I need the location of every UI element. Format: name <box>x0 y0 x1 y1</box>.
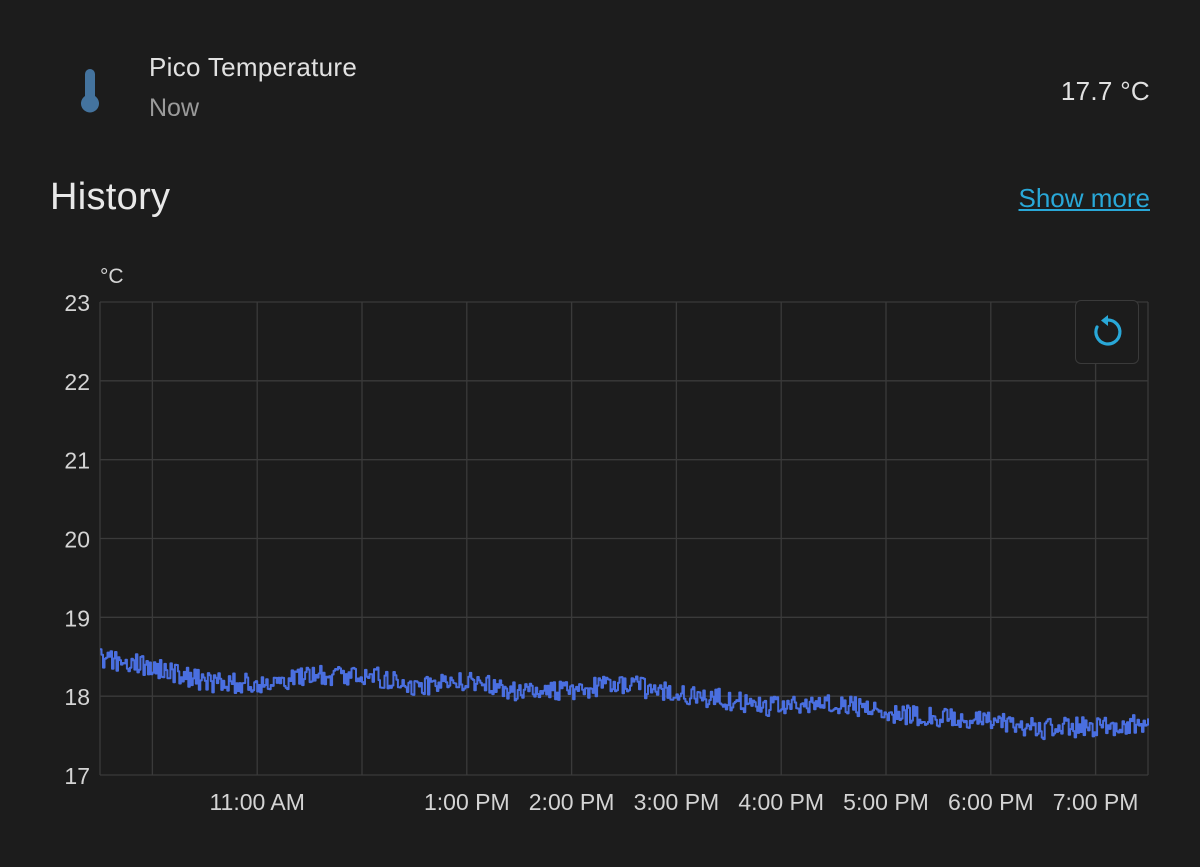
reset-icon <box>1094 315 1122 346</box>
x-tick-label: 11:00 AM <box>209 789 304 815</box>
x-tick-label: 7:00 PM <box>1053 789 1139 815</box>
y-tick-label: 21 <box>64 448 90 474</box>
chart-axes: 17 18 19 20 21 22 23 11:00 AM 1:00 PM 2:00 PM 3:00… <box>64 265 1138 815</box>
chart-series[interactable] <box>100 648 1149 741</box>
x-tick-label: 3:00 PM <box>634 789 720 815</box>
entity-name: Pico Temperature <box>149 52 358 82</box>
y-tick-label: 20 <box>64 527 90 553</box>
x-tick-label: 5:00 PM <box>843 789 929 815</box>
x-tick-label: 6:00 PM <box>948 789 1034 815</box>
y-tick-label: 23 <box>64 290 90 316</box>
y-tick-label: 17 <box>64 763 90 789</box>
y-tick-label: 22 <box>64 369 90 395</box>
temperature-series-line[interactable] <box>100 648 1149 741</box>
y-axis-unit: °C <box>100 265 124 288</box>
x-tick-label: 2:00 PM <box>529 789 615 815</box>
y-tick-label: 19 <box>64 605 90 631</box>
show-more-link[interactable]: Show more <box>1018 183 1151 213</box>
x-tick-label: 1:00 PM <box>424 789 510 815</box>
entity-row[interactable]: Pico Temperature Now 17.7 °C <box>0 0 1200 150</box>
chart-grid <box>99 301 1149 776</box>
thermometer-icon <box>81 69 99 113</box>
entity-last-changed: Now <box>149 94 200 122</box>
entity-state-value: 17.7 °C <box>1060 76 1150 106</box>
x-tick-label: 4:00 PM <box>738 789 824 815</box>
history-heading: History <box>50 176 171 218</box>
y-tick-label: 18 <box>64 684 90 710</box>
reset-zoom-button[interactable] <box>1075 300 1139 364</box>
